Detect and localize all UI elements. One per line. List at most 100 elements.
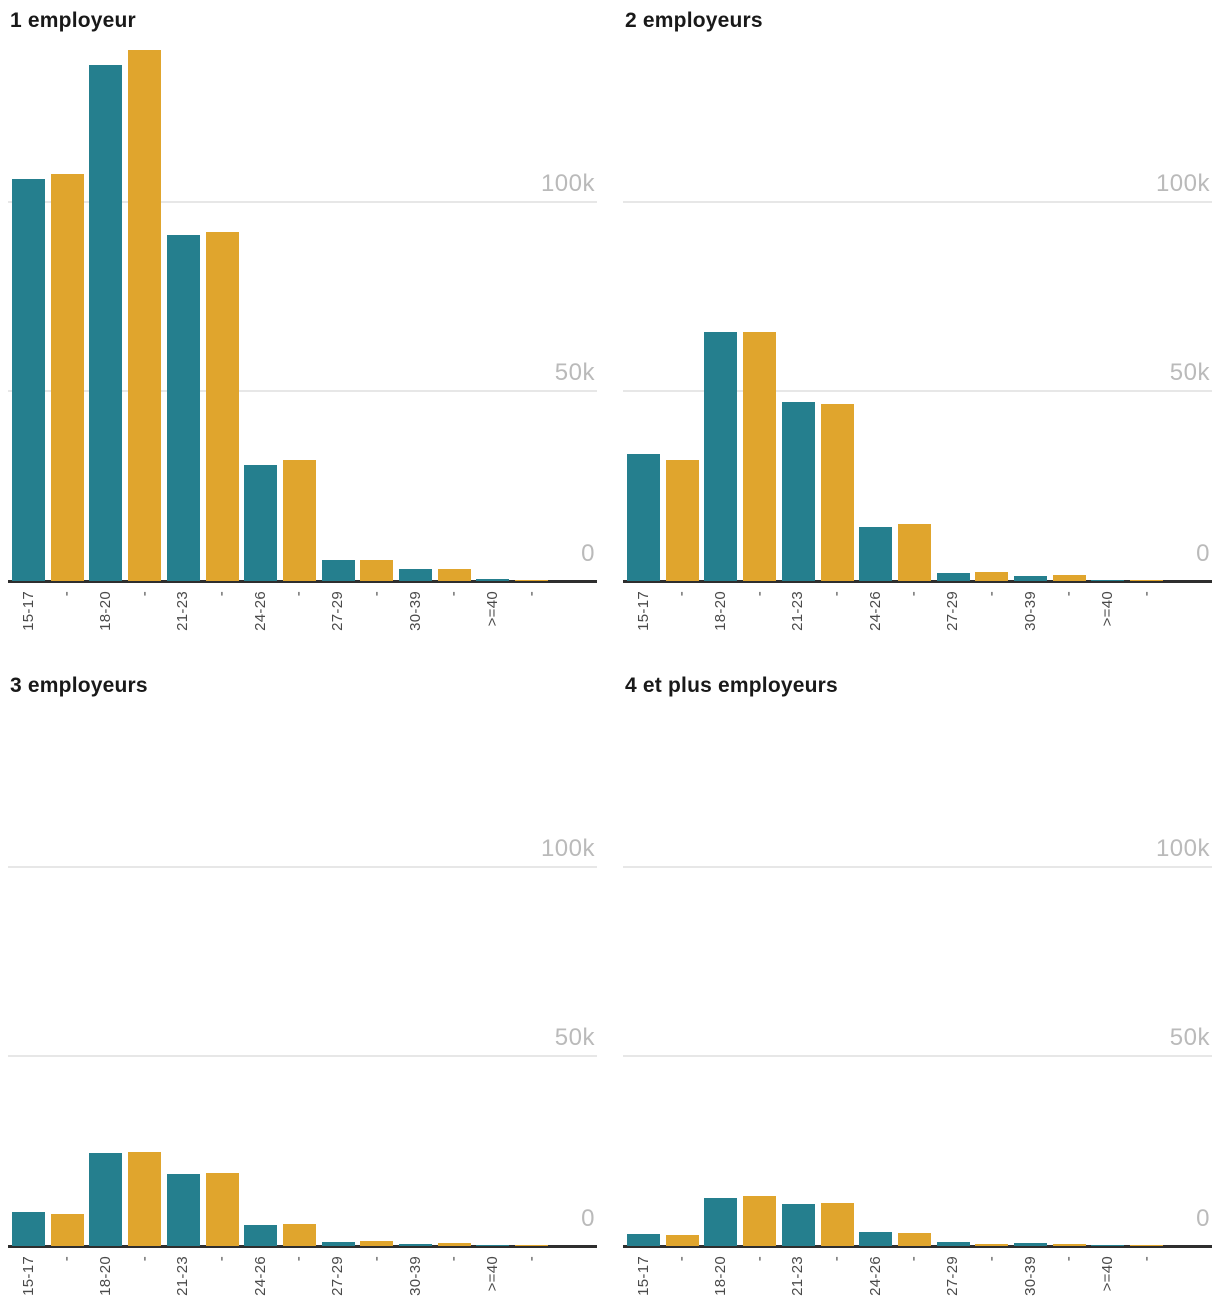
x-tick-dash: -: [673, 591, 691, 597]
plot-area: 100k 50k 0 15-17 - 18-20 - 21-23 - 24-26 - 27-29 - 30…: [623, 673, 1212, 1296]
x-tick-dash: -: [290, 591, 308, 597]
bar-21-23-serie-teal: [781, 1204, 815, 1246]
x-axis-line: [623, 1245, 1212, 1248]
bar-30-39-serie-teal: [1014, 576, 1047, 581]
x-tick-label-18-20: 18-20: [96, 591, 114, 631]
x-tick-dash: -: [905, 591, 923, 597]
x-tick-dash: -: [750, 591, 768, 597]
bar-24-26-serie-yellow: [897, 1233, 931, 1246]
gridline-100k: [8, 201, 597, 203]
chart-title: 3 employeurs: [10, 674, 148, 697]
x-tick-dash: -: [1060, 1256, 1078, 1262]
x-tick-dash: -: [367, 1256, 385, 1262]
bar-15-17-serie-teal: [627, 454, 660, 581]
bar-15-17-serie-teal: [627, 1233, 660, 1246]
y-tick-label: 50k: [554, 1024, 595, 1051]
bar->=40-serie-teal: [1091, 580, 1125, 581]
bar-18-20-serie-yellow: [743, 1196, 777, 1246]
x-tick-dash: -: [673, 1256, 691, 1262]
bar->=40-serie-teal: [1091, 1245, 1125, 1246]
y-tick-label: 50k: [1169, 359, 1210, 386]
bar-15-17-serie-yellow: [665, 1235, 699, 1246]
chart-panel-4-et-plus-employeurs: 4 et plus employeurs 100k 50k 0 15-17 - 18-20…: [623, 673, 1217, 1316]
x-tick-label-30-39: 30-39: [1021, 1256, 1039, 1296]
bar-27-29-serie-teal: [936, 1241, 970, 1246]
chart-panel-3-employeurs: 3 employeurs 100k 50k 0 15-17 - 18-20 - 21-23 - 2…: [8, 673, 602, 1316]
bar-18-20-serie-yellow: [128, 49, 162, 581]
bar->=40-serie-yellow: [1130, 580, 1164, 581]
x-tick-label-27-29: 27-29: [329, 1256, 347, 1296]
bar-21-23-serie-yellow: [205, 1173, 239, 1246]
x-tick-dash: -: [750, 1256, 768, 1262]
y-tick-label: 0: [581, 540, 595, 567]
x-tick-label->=40: >=40: [483, 591, 501, 627]
chart-title: 1 employeur: [10, 9, 136, 32]
y-tick-label: 0: [1196, 540, 1210, 567]
x-tick-dash: -: [213, 591, 230, 597]
bar-30-39-serie-teal: [1014, 1243, 1047, 1246]
bar-27-29-serie-teal: [321, 559, 355, 581]
x-tick-label->=40: >=40: [483, 1256, 501, 1292]
y-tick-label: 100k: [540, 835, 595, 862]
x-tick-label-15-17: 15-17: [634, 1256, 652, 1296]
x-tick-label-24-26: 24-26: [251, 591, 269, 631]
bar-24-26-serie-yellow: [897, 523, 931, 581]
x-tick-dash: -: [290, 1256, 308, 1262]
bar-30-39-serie-teal: [399, 568, 432, 581]
x-tick-dash: -: [135, 1256, 153, 1262]
chart-panel-1-employeur: 1 employeur 100k 50k 0 15-17 - 18-20 - 21-23 - 24…: [8, 8, 602, 651]
x-tick-label->=40: >=40: [1098, 591, 1116, 627]
bar-15-17-serie-yellow: [50, 173, 84, 581]
bar->=40-serie-teal: [476, 1245, 510, 1246]
chart-title: 4 et plus employeurs: [625, 674, 838, 697]
gridline-100k: [623, 866, 1212, 868]
bar-27-29-serie-yellow: [975, 1244, 1009, 1246]
bar-27-29-serie-yellow: [360, 1241, 394, 1246]
bar-21-23-serie-teal: [166, 1174, 200, 1246]
chart-panel-2-employeurs: 2 employeurs 100k 50k 0 15-17 - 18-20 - 21-23 - 2…: [623, 8, 1217, 651]
x-tick-label-24-26: 24-26: [251, 1256, 269, 1296]
bar->=40-serie-yellow: [1130, 1245, 1164, 1246]
gridline-100k: [623, 201, 1212, 203]
x-tick-dash: -: [1060, 591, 1078, 597]
bar->=40-serie-teal: [476, 578, 510, 581]
x-tick-label-30-39: 30-39: [406, 1256, 424, 1296]
bar-24-26-serie-yellow: [282, 1224, 316, 1246]
bar-18-20-serie-teal: [704, 331, 738, 581]
bar-30-39-serie-yellow: [1052, 1244, 1086, 1246]
x-tick-dash: -: [522, 591, 540, 597]
bar-27-29-serie-teal: [321, 1241, 355, 1246]
x-tick-label-21-23: 21-23: [789, 1256, 807, 1296]
bar-18-20-serie-teal: [89, 65, 123, 581]
bar-30-39-serie-yellow: [437, 1243, 471, 1246]
x-tick-label-15-17: 15-17: [19, 1256, 37, 1296]
gridline-50k: [623, 1055, 1212, 1057]
x-axis-line: [8, 580, 597, 583]
gridline-50k: [8, 1055, 597, 1057]
x-tick-dash: -: [213, 1256, 230, 1262]
x-tick-dash: -: [982, 1256, 1000, 1262]
x-tick-dash: -: [135, 591, 153, 597]
x-tick-label-15-17: 15-17: [19, 591, 37, 631]
x-tick-label-27-29: 27-29: [944, 591, 962, 631]
x-tick-dash: -: [828, 1256, 845, 1262]
bar-15-17-serie-yellow: [665, 460, 699, 581]
x-axis-line: [623, 580, 1212, 583]
bar-30-39-serie-yellow: [1052, 574, 1086, 581]
x-tick-label-15-17: 15-17: [634, 591, 652, 631]
y-tick-label: 100k: [1155, 170, 1210, 197]
bar-21-23-serie-yellow: [205, 232, 239, 581]
x-tick-dash: -: [1137, 591, 1155, 597]
x-tick-label->=40: >=40: [1098, 1256, 1116, 1292]
bar-27-29-serie-teal: [936, 573, 970, 581]
x-tick-label-18-20: 18-20: [711, 591, 729, 631]
bar-30-39-serie-teal: [399, 1243, 432, 1246]
x-tick-label-27-29: 27-29: [329, 591, 347, 631]
x-tick-dash: -: [445, 1256, 463, 1262]
chart-title: 2 employeurs: [625, 9, 763, 32]
y-tick-label: 50k: [554, 359, 595, 386]
x-tick-dash: -: [982, 591, 1000, 597]
x-tick-label-24-26: 24-26: [866, 591, 884, 631]
x-tick-dash: -: [522, 1256, 540, 1262]
